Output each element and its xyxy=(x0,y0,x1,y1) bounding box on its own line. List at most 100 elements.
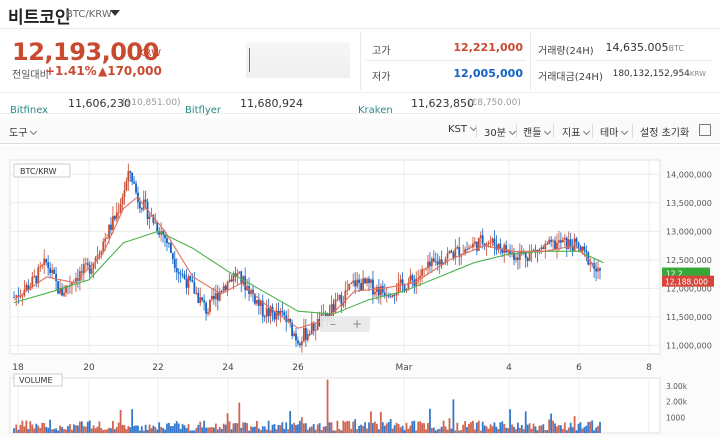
exchange-item-kraken[interactable]: Kraken xyxy=(358,98,393,117)
candle-body xyxy=(148,216,151,220)
exchange-item-bitfinex[interactable]: Bitfinex xyxy=(10,98,48,117)
volume-bar xyxy=(279,425,282,433)
candle-body xyxy=(352,280,355,283)
volume-bar xyxy=(336,420,339,433)
interval-menu[interactable]: 30분 xyxy=(484,124,516,139)
fullscreen-icon[interactable] xyxy=(699,124,711,136)
volume-bar xyxy=(497,429,500,433)
zoom-in-icon[interactable]: + xyxy=(352,317,362,331)
volume-bar xyxy=(267,420,270,433)
candle-body xyxy=(230,279,233,282)
candle-body xyxy=(542,247,545,250)
tools-menu[interactable]: 도구 xyxy=(9,124,38,139)
volume-bar xyxy=(567,427,570,433)
candle-body xyxy=(144,199,147,202)
high-label: 고가 xyxy=(372,46,391,57)
zoom-controls[interactable] xyxy=(320,316,370,332)
candle-body xyxy=(201,297,204,301)
exchange-item-bitflyer[interactable]: Bitflyer xyxy=(185,98,221,117)
y-tick-label: 13,500,000 xyxy=(666,199,712,208)
theme-menu[interactable]: 테마 xyxy=(600,124,629,139)
volume-bar xyxy=(358,425,361,433)
candle-body xyxy=(563,237,566,240)
candle-body xyxy=(391,295,394,297)
reset-settings-button[interactable]: 설정 초기화 xyxy=(640,128,690,139)
volume-bar xyxy=(505,427,508,433)
volume-bar xyxy=(563,422,566,433)
price-chart-area[interactable]: 14,000,000 13,500,000 13,000,000 12,500,000… xyxy=(0,146,720,437)
volume-bar xyxy=(283,428,286,433)
coin-title: 비트코인 xyxy=(8,8,71,28)
volume-bar xyxy=(350,428,353,433)
volume-bar xyxy=(271,424,274,433)
candle-body xyxy=(244,276,247,291)
candle-body xyxy=(569,239,572,247)
volume-bar xyxy=(21,420,24,433)
volume-bar xyxy=(458,430,461,433)
zoom-out-icon[interactable]: – xyxy=(330,317,336,331)
volume-bar xyxy=(513,426,515,433)
volume-bar xyxy=(273,424,276,433)
candle-menu[interactable]: 캔들 xyxy=(523,124,552,139)
volume-bar xyxy=(222,423,225,433)
volume-bar xyxy=(119,409,122,433)
candle-body xyxy=(265,308,268,317)
candle-body xyxy=(599,268,601,271)
volume-bar xyxy=(108,427,110,433)
exchange-name: Bitfinex xyxy=(10,105,49,116)
candle-body xyxy=(401,279,404,285)
volume-bar xyxy=(125,429,128,433)
volume-bar xyxy=(158,422,161,433)
chevron-down-icon[interactable] xyxy=(110,10,120,16)
volume-bar xyxy=(427,423,429,433)
volume-bar xyxy=(442,420,445,433)
volume-bar xyxy=(265,429,268,433)
candle-body xyxy=(197,292,200,303)
chevron-down-icon xyxy=(621,127,629,136)
x-tick-label: 24 xyxy=(222,363,234,373)
volume-bar xyxy=(80,421,83,433)
divider xyxy=(366,60,526,61)
y-tick-label: 11,500,000 xyxy=(666,313,712,322)
candle-body xyxy=(399,279,402,283)
volume-bar xyxy=(515,429,517,433)
volume-bar xyxy=(403,430,406,433)
candle-body xyxy=(21,295,24,297)
timezone-menu[interactable]: KST xyxy=(448,123,478,135)
change-percent: +1.41% xyxy=(45,64,97,78)
volume-bar xyxy=(364,422,366,433)
volume-bar xyxy=(571,427,574,433)
volume-bar xyxy=(509,409,511,433)
volume-bar xyxy=(187,424,190,433)
candle-body xyxy=(340,294,343,306)
volume-bar xyxy=(166,423,168,433)
candle-body xyxy=(423,268,425,270)
candle-body xyxy=(104,238,107,242)
x-tick-label: 20 xyxy=(83,363,95,373)
candle-body xyxy=(493,238,496,246)
candle-body xyxy=(434,261,437,263)
volume-bar xyxy=(246,423,249,433)
volume-bar xyxy=(164,429,166,433)
volume-bar xyxy=(385,423,388,433)
volume-bar xyxy=(154,427,157,433)
candle-body xyxy=(379,286,382,296)
volume-bar xyxy=(415,430,418,433)
pair-selector-label[interactable]: BTC/KRW xyxy=(66,9,112,20)
candlestick-chart[interactable]: 14,000,000 13,500,000 13,000,000 12,500,000… xyxy=(0,146,720,437)
exchange-name: Kraken xyxy=(358,105,393,116)
candle-body xyxy=(350,282,353,284)
indicator-menu[interactable]: 지표 xyxy=(562,124,591,139)
candle-body xyxy=(187,276,190,288)
candle-body xyxy=(427,261,429,269)
volume-bar xyxy=(583,426,586,433)
volume-bar xyxy=(479,430,482,433)
divider xyxy=(530,32,531,90)
volume-bar xyxy=(419,421,422,433)
candle-body xyxy=(332,304,335,313)
candle-body xyxy=(41,264,44,267)
volume-bar xyxy=(516,422,519,433)
volume-bar xyxy=(94,428,97,433)
volume-bar xyxy=(113,429,116,433)
volume-bar xyxy=(55,428,57,433)
